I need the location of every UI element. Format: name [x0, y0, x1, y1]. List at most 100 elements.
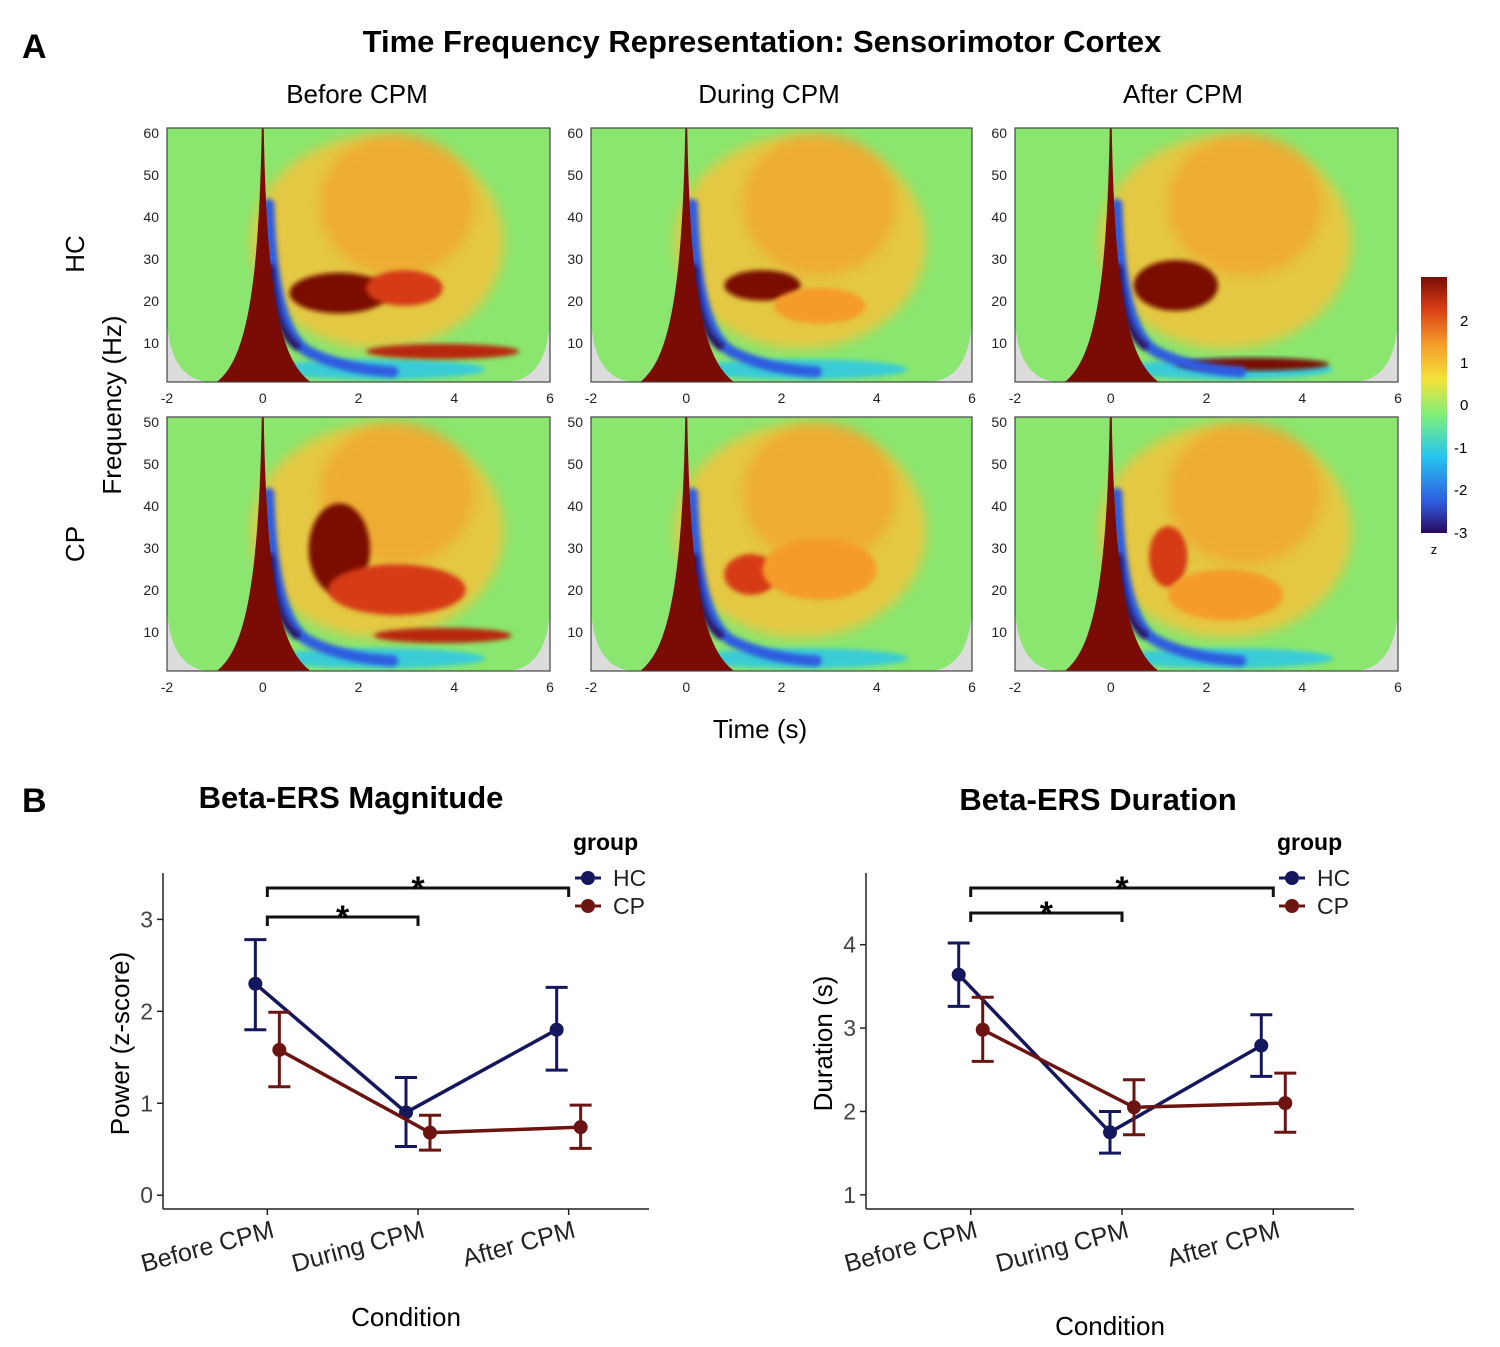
tfr-blob [1168, 569, 1284, 621]
legend-title: group [573, 829, 638, 855]
tfr-y-tick: 10 [567, 624, 583, 640]
tfr-warm-region [743, 133, 896, 276]
data-point [975, 1022, 990, 1037]
significance-bracket [265, 915, 420, 926]
y-tick-label: 2 [140, 998, 153, 1024]
y-tick-label: 3 [140, 906, 153, 932]
tfr-frame [166, 416, 551, 672]
tfr-x-tick: 0 [259, 390, 267, 406]
tfr-y-tick: 20 [143, 293, 159, 309]
tfr-x-tick: 6 [546, 390, 554, 406]
tfr-x-tick: 0 [682, 679, 690, 695]
tfr-evoked-cone [640, 128, 735, 382]
legend-swatch-point [1285, 899, 1299, 913]
colorbar-tick: 0 [1460, 397, 1468, 414]
tfr-erd-curve [1111, 487, 1247, 667]
colorbar-label: z [1431, 542, 1438, 557]
tfr-y-tick: 40 [567, 209, 583, 225]
row-label-cp: CP [60, 526, 90, 562]
data-point [423, 1125, 437, 1140]
chart-title: Beta-ERS Duration [959, 782, 1236, 817]
series-hc [947, 941, 1273, 1155]
tfr-blob [1149, 526, 1188, 588]
tfr-y-tick: 30 [143, 251, 159, 267]
tfr-x-tick: 0 [1107, 390, 1115, 406]
tfr-y-tick: 60 [991, 125, 1007, 141]
tfr-y-tick: 10 [567, 335, 583, 351]
tfr-frame [1014, 127, 1399, 383]
row-label-hc: HC [60, 235, 90, 273]
tfr-y-tick: 30 [991, 251, 1007, 267]
tfr-warm-region [1168, 422, 1322, 565]
x-tick-label: Before CPM [138, 1216, 277, 1278]
tfr-erd-curve [686, 487, 822, 667]
tfr-y-tick: 20 [567, 293, 583, 309]
legend-label: CP [1317, 893, 1349, 919]
tfr-panel: 60 50 40 30 20 10 -2 0 2 4 6 [567, 125, 976, 406]
data-point [549, 1022, 564, 1037]
tfr-x-tick: 4 [1298, 679, 1306, 695]
legend-swatch-point [581, 871, 595, 885]
legend-label: HC [1317, 865, 1350, 891]
tfr-erd-curve [263, 198, 399, 378]
tfr-y-tick: 20 [991, 293, 1007, 309]
tfr-y-tick: 50 [143, 456, 159, 472]
data-point [573, 1120, 588, 1135]
chart-title: Beta-ERS Magnitude [199, 780, 504, 815]
significance-bracket [969, 886, 1275, 897]
tfr-x-tick: -2 [585, 679, 598, 695]
significance-bracket [969, 911, 1124, 922]
legend-swatch-point [581, 899, 595, 913]
significance-star: * [336, 899, 350, 937]
tfr-y-tick: 50 [567, 456, 583, 472]
tfr-panel: 60 50 40 30 20 10 -2 0 2 4 6 [991, 125, 1402, 406]
tfr-y-tick: 40 [143, 209, 159, 225]
tfr-x-tick: 4 [873, 390, 881, 406]
x-tick-label: Before CPM [841, 1216, 980, 1278]
y-axis-label: Power (z-score) [105, 952, 135, 1135]
y-axis-label: Duration (s) [808, 976, 838, 1112]
tfr-y-tick: 40 [991, 498, 1007, 514]
colorbar-tick: -3 [1454, 525, 1467, 542]
colorbar-tick: 1 [1460, 355, 1468, 372]
chart-beta-ers-magnitude: Beta-ERS Magnitude 0 1 2 3 Before CPM During C… [105, 780, 649, 1332]
tfr-x-tick: 2 [355, 679, 363, 695]
tfr-y-tick: 30 [991, 540, 1007, 556]
significance-bracket [265, 886, 571, 897]
y-tick-label: 1 [843, 1182, 856, 1208]
series-line [957, 973, 1263, 1135]
tfr-x-tick: 0 [259, 679, 267, 695]
tfr-y-tick: 20 [567, 582, 583, 598]
y-tick-label: 1 [140, 1090, 153, 1116]
tfr-y-tick: 50 [991, 414, 1007, 430]
chart-beta-ers-duration: Beta-ERS Duration 1 2 3 4 Before CPM During CP… [808, 782, 1354, 1341]
tfr-evoked-cone [216, 417, 311, 671]
x-tick-label: After CPM [460, 1216, 579, 1273]
column-label-during: During CPM [698, 79, 840, 109]
tfr-y-tick: 10 [991, 335, 1007, 351]
tfr-y-tick: 30 [567, 251, 583, 267]
tfr-y-tick: 50 [143, 167, 159, 183]
tfr-blob [773, 288, 866, 324]
tfr-y-tick: 60 [143, 125, 159, 141]
tfr-y-tick: 30 [567, 540, 583, 556]
tfr-x-tick: 4 [450, 390, 458, 406]
tfr-y-tick: 10 [991, 624, 1007, 640]
tfr-x-tick: 4 [450, 679, 458, 695]
tfr-x-tick: 4 [1298, 390, 1306, 406]
data-point [1103, 1125, 1117, 1140]
tfr-y-tick: 50 [991, 167, 1007, 183]
tfr-blob [724, 270, 801, 301]
tfr-y-tick: 50 [991, 456, 1007, 472]
tfr-x-tick: 6 [968, 390, 976, 406]
tfr-y-tick: 20 [991, 582, 1007, 598]
tfr-frame [590, 127, 973, 383]
colorbar-tick: -2 [1454, 482, 1467, 499]
tfr-y-tick: 50 [567, 414, 583, 430]
data-point [951, 967, 966, 982]
tfr-panel: 50 50 40 30 20 10 -2 0 2 4 6 [991, 414, 1402, 695]
tfr-xlabel: Time (s) [713, 714, 807, 744]
tfr-blob [762, 538, 877, 600]
tfr-x-tick: 2 [778, 679, 786, 695]
